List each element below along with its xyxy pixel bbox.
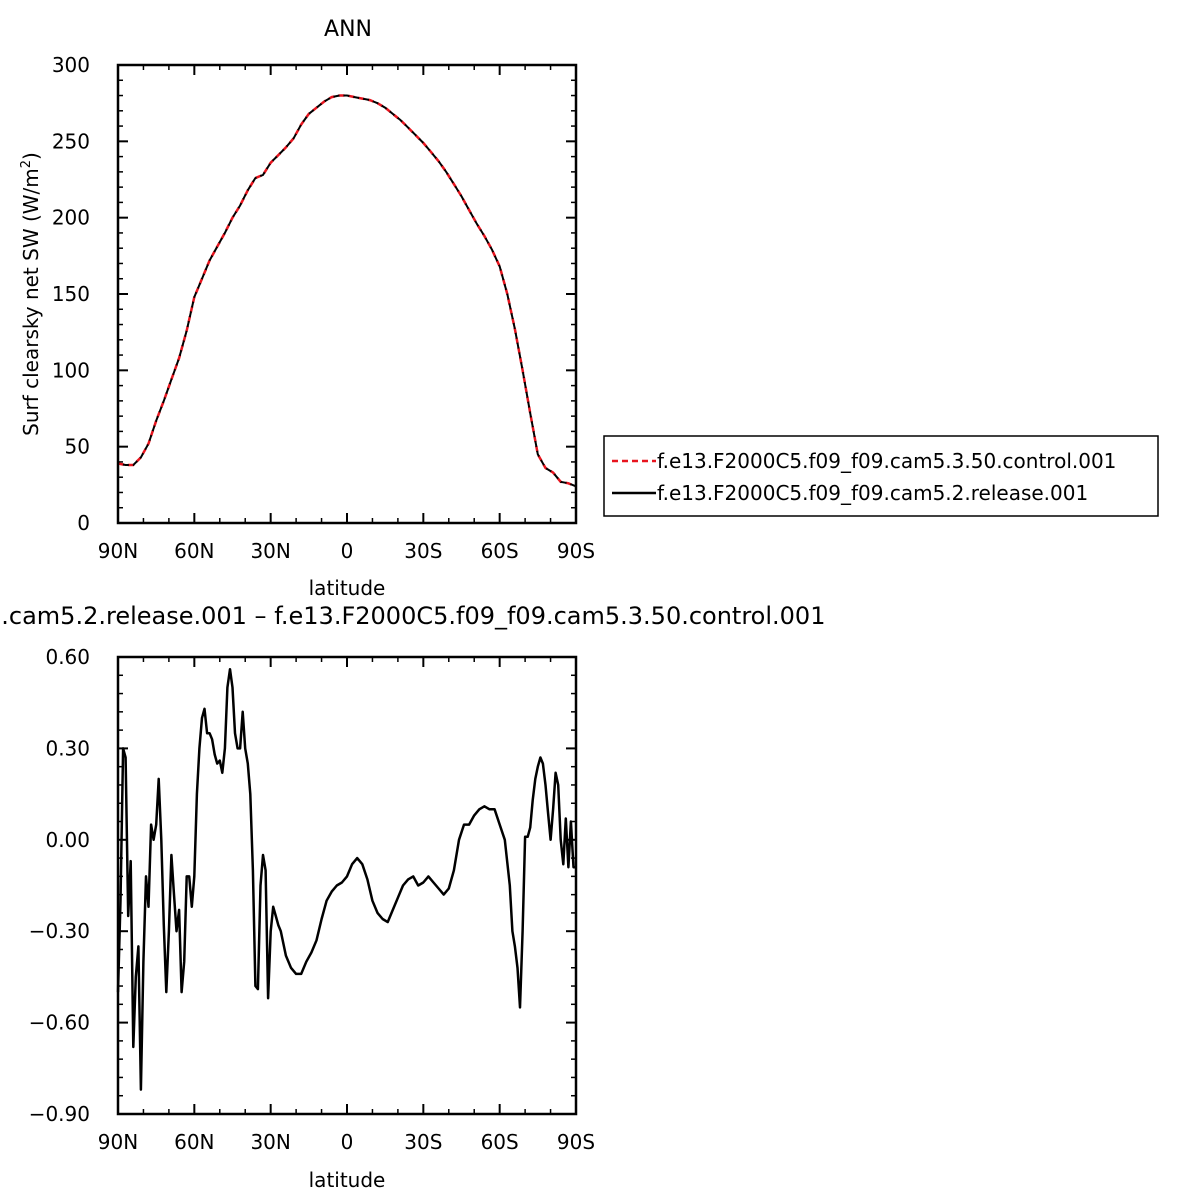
y-tick-label: 300 <box>52 53 90 77</box>
bottom-y-axis-label-close: ) <box>0 744 17 752</box>
x-tick-label: 90N <box>98 539 138 563</box>
bottom-y-tick-labels: −0.90 −0.60 −0.30 0.00 0.30 0.60 <box>29 645 90 1126</box>
y-tick-label: 0.30 <box>45 736 90 760</box>
y-tick-label: 0.60 <box>45 645 90 669</box>
y-tick-label: −0.90 <box>29 1102 90 1126</box>
x-tick-label: 90S <box>557 539 595 563</box>
top-series-control-line <box>117 94 577 488</box>
legend-label-control: f.e13.F2000C5.f09_f09.cam5.3.50.control.… <box>657 449 1116 473</box>
bottom-y-axis-label-sup: 2 <box>0 752 8 760</box>
top-legend: f.e13.F2000C5.f09_f09.cam5.3.50.control.… <box>603 435 1159 517</box>
y-tick-label: 0 <box>77 511 90 535</box>
bottom-y-axis-label: Surf clearsky net SW (W/m2) <box>0 744 17 1028</box>
x-tick-label: 30S <box>404 539 442 563</box>
top-y-tick-labels: 0 50 100 150 200 250 300 <box>52 53 90 535</box>
legend-label-release: f.e13.F2000C5.f09_f09.cam5.2.release.001 <box>657 481 1088 505</box>
x-tick-label: 90N <box>98 1130 138 1154</box>
x-tick-label: 90S <box>557 1130 595 1154</box>
x-tick-label: 60S <box>481 539 519 563</box>
x-tick-label: 60S <box>481 1130 519 1154</box>
top-y-axis-label: Surf clearsky net SW (W/m2) <box>19 152 43 436</box>
top-plot-frame <box>116 63 578 525</box>
top-panel: ANN 90N 60N 30N 0 30S 60S 90S 0 50 100 150 200 250 3… <box>19 17 1159 600</box>
top-chart-title: ANN <box>324 17 372 42</box>
y-tick-label: 250 <box>52 129 90 153</box>
y-tick-label: 100 <box>52 358 90 382</box>
x-tick-label: 30S <box>404 1130 442 1154</box>
y-tick-label: −0.60 <box>29 1011 90 1035</box>
x-tick-label: 30N <box>250 1130 290 1154</box>
y-tick-label: −0.30 <box>29 919 90 943</box>
y-tick-label: 150 <box>52 282 90 306</box>
y-tick-label: 50 <box>65 435 90 459</box>
bottom-panel: 9.cam5.2.release.001 – f.e13.F2000C5.f09… <box>0 602 825 1192</box>
top-series-release-line <box>117 94 577 488</box>
top-y-axis-label-close: ) <box>19 152 43 160</box>
x-tick-label: 60N <box>174 539 214 563</box>
bottom-x-tick-labels: 90N 60N 30N 0 30S 60S 90S <box>98 1130 595 1154</box>
top-y-axis-label-main: Surf clearsky net SW (W/m <box>19 168 43 436</box>
bottom-series-difference-line <box>116 667 576 1091</box>
legend-box <box>603 435 1159 517</box>
bottom-y-axis-label-main: Surf clearsky net SW (W/m <box>0 760 17 1028</box>
top-x-axis-label: latitude <box>309 576 386 600</box>
bottom-plot-frame <box>116 655 578 1116</box>
x-tick-label: 30N <box>250 539 290 563</box>
top-x-tick-labels: 90N 60N 30N 0 30S 60S 90S <box>98 539 595 563</box>
x-tick-label: 0 <box>341 1130 354 1154</box>
x-tick-label: 60N <box>174 1130 214 1154</box>
bottom-x-axis-label: latitude <box>309 1168 386 1192</box>
y-tick-label: 200 <box>52 206 90 230</box>
top-y-axis-label-sup: 2 <box>19 160 34 168</box>
bottom-y-axis-label-clip: Surf clearsky net SW (W/m2) <box>0 744 17 1028</box>
x-tick-label: 0 <box>341 539 354 563</box>
bottom-chart-title: 9.cam5.2.release.001 – f.e13.F2000C5.f09… <box>0 602 825 630</box>
y-tick-label: 0.00 <box>45 828 90 852</box>
